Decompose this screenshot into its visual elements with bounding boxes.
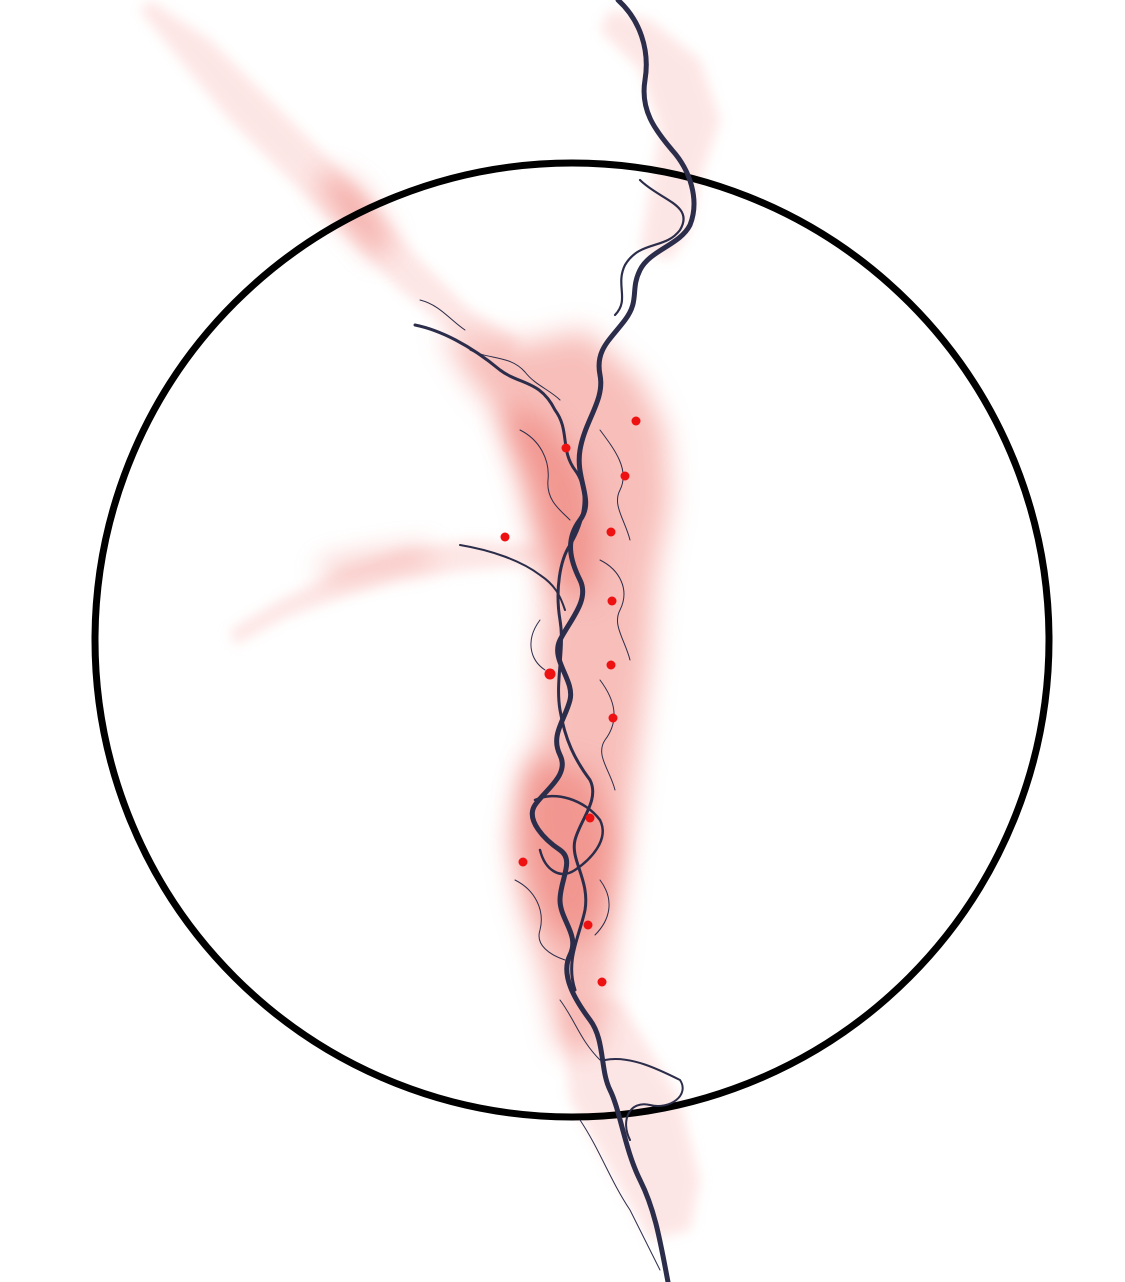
tributary	[419, 299, 466, 331]
site-marker[interactable]	[607, 596, 617, 606]
tributary	[469, 349, 561, 401]
tributary	[594, 879, 610, 936]
tributary	[599, 679, 616, 791]
site-marker[interactable]	[544, 668, 556, 680]
site-marker[interactable]	[585, 813, 595, 823]
site-marker[interactable]	[518, 857, 528, 867]
heat-west-tributary	[230, 540, 540, 645]
site-marker[interactable]	[606, 527, 616, 537]
tributary	[514, 879, 566, 961]
river-network	[413, 0, 697, 1282]
river-lower-braid	[533, 794, 604, 876]
river-secondary-channel	[413, 323, 595, 992]
tributary	[579, 1119, 661, 1271]
site-marker[interactable]	[583, 920, 593, 930]
tributary	[599, 559, 631, 661]
site-marker[interactable]	[620, 471, 630, 481]
site-marker[interactable]	[631, 416, 641, 426]
heat-south-tail	[560, 1000, 700, 1240]
river-north-loops	[613, 178, 685, 317]
heat-core-upper	[500, 400, 600, 600]
tributary	[559, 999, 601, 1061]
site-markers	[500, 416, 641, 987]
site-marker[interactable]	[606, 660, 616, 670]
site-marker[interactable]	[561, 443, 571, 453]
tributary	[519, 429, 571, 521]
heat-main-corridor	[440, 330, 670, 1050]
tributary	[599, 429, 631, 541]
site-marker[interactable]	[500, 532, 510, 542]
site-marker[interactable]	[597, 977, 607, 987]
heat-core-west-tributary	[320, 548, 430, 578]
tributary	[530, 619, 546, 671]
site-marker[interactable]	[608, 713, 618, 723]
study-area-circle	[91, 159, 1053, 1121]
river-south-braid	[604, 1058, 684, 1141]
river-tributaries	[419, 299, 661, 1271]
river-west-branch	[459, 544, 566, 611]
